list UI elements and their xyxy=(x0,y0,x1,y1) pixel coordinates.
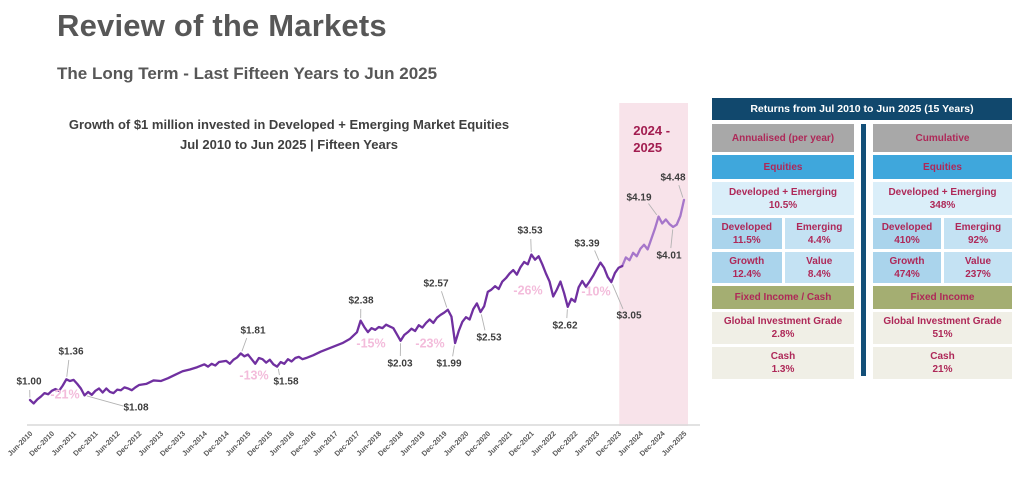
cell-global-investment-grade-annualised: Global Investment Grade 2.8% xyxy=(712,312,854,344)
value-label: $4.48 xyxy=(660,173,685,184)
highlight-band-2024-2025 xyxy=(619,103,688,426)
series-line-main xyxy=(28,253,624,405)
value-callout-line xyxy=(86,395,124,407)
cell-value-cumulative: Value 237% xyxy=(944,252,1012,283)
cell-fixed-income-cumulative: Fixed Income xyxy=(873,286,1012,309)
chart-title-line1: Growth of $1 million invested in Develop… xyxy=(68,117,510,132)
value-label: $4.01 xyxy=(656,251,681,262)
cell-developed-cumulative: Developed 410% xyxy=(873,218,941,249)
cell-growth-annualised: Growth 12.4% xyxy=(712,252,782,283)
value-callout-line xyxy=(612,284,624,310)
value-callout-line xyxy=(277,368,280,376)
value-callout-line xyxy=(441,291,448,308)
value-label: $2.62 xyxy=(552,321,577,332)
drawdown-label: -23% xyxy=(415,336,444,350)
table-row-pair: Growth 474% Value 237% xyxy=(873,252,1012,283)
returns-column-cumulative: Cumulative Equities Developed + Emerging 34… xyxy=(873,124,1012,382)
value-label: $3.53 xyxy=(517,226,542,237)
cell-cumulative-cumulative: Cumulative xyxy=(873,124,1012,152)
cell-value-annualised: Value 8.4% xyxy=(784,252,854,283)
drawdown-label: -13% xyxy=(239,368,268,382)
value-callout-line xyxy=(670,229,674,249)
cell-growth-cumulative: Growth 474% xyxy=(873,252,941,283)
page-subtitle: The Long Term - Last Fifteen Years to Ju… xyxy=(57,64,438,83)
value-callout-line xyxy=(594,250,600,261)
value-label: $1.08 xyxy=(123,403,148,414)
value-callout-line xyxy=(648,203,658,216)
value-callout-line xyxy=(678,185,684,198)
cell-developed-emerging-cumulative: Developed + Emerging 348% xyxy=(873,182,1012,215)
value-label: $1.81 xyxy=(240,326,265,337)
value-label: $2.53 xyxy=(476,333,501,344)
table-row-pair: Developed 11.5% Emerging 4.4% xyxy=(712,218,854,249)
value-label: $2.38 xyxy=(348,296,373,307)
cell-global-investment-grade-cumulative: Global Investment Grade 51% xyxy=(873,312,1012,344)
cell-equities-cumulative: Equities xyxy=(873,155,1012,179)
growth-line-chart: 2024 -2025Jun-2010Dec-2010Jun-2011Dec-20… xyxy=(6,103,700,458)
cell-emerging-cumulative: Emerging 92% xyxy=(944,218,1012,249)
highlight-band-label: 2025 xyxy=(633,140,662,155)
cell-fixed-income-cash-annualised: Fixed Income / Cash xyxy=(712,286,854,309)
cell-cash-annualised: Cash 1.3% xyxy=(712,347,854,379)
chart-title: Growth of $1 million invested in Develop… xyxy=(0,115,578,154)
returns-table: Returns from Jul 2010 to Jun 2025 (15 Ye… xyxy=(712,98,1012,382)
cell-developed-emerging-annualised: Developed + Emerging 10.5% xyxy=(712,182,854,215)
drawdown-label: -21% xyxy=(50,387,79,401)
cell-emerging-annualised: Emerging 4.4% xyxy=(784,218,854,249)
table-row-pair: Developed 410% Emerging 92% xyxy=(873,218,1012,249)
value-callout-line xyxy=(452,345,455,357)
value-callout-line xyxy=(66,359,70,377)
value-callout-line xyxy=(241,337,248,352)
value-label: $2.03 xyxy=(387,359,412,370)
drawdown-label: -10% xyxy=(581,284,610,298)
cell-cash-cumulative: Cash 21% xyxy=(873,347,1012,379)
value-callout-line xyxy=(480,314,486,331)
value-label: $2.57 xyxy=(423,279,448,290)
returns-column-annualised: Annualised (per year) Equities Developed +… xyxy=(712,124,854,382)
drawdown-label: -26% xyxy=(513,283,542,297)
cell-equities-annualised: Equities xyxy=(712,155,854,179)
value-label: $3.39 xyxy=(574,239,599,250)
value-callout-line xyxy=(566,309,568,319)
returns-table-header: Returns from Jul 2010 to Jun 2025 (15 Ye… xyxy=(712,98,1012,120)
chart-title-line2: Jul 2010 to Jun 2025 | Fifteen Years xyxy=(179,136,398,152)
cell-developed-annualised: Developed 11.5% xyxy=(712,218,782,249)
table-row-pair: Growth 12.4% Value 8.4% xyxy=(712,252,854,283)
table-column-divider xyxy=(861,124,866,376)
value-label: $3.05 xyxy=(616,311,641,322)
cell-annualised-per-year-annualised: Annualised (per year) xyxy=(712,124,854,152)
series-line-recent xyxy=(621,198,686,268)
drawdown-label: -15% xyxy=(356,336,385,350)
value-label: $1.36 xyxy=(58,347,83,358)
page-title: Review of the Markets xyxy=(57,8,387,43)
highlight-band-label: 2024 - xyxy=(633,123,670,138)
value-label: $4.19 xyxy=(626,193,651,204)
value-label: $1.00 xyxy=(16,377,41,388)
value-label: $1.58 xyxy=(273,377,298,388)
value-label: $1.99 xyxy=(436,359,461,370)
returns-table-body: Annualised (per year) Equities Developed +… xyxy=(712,124,1012,382)
